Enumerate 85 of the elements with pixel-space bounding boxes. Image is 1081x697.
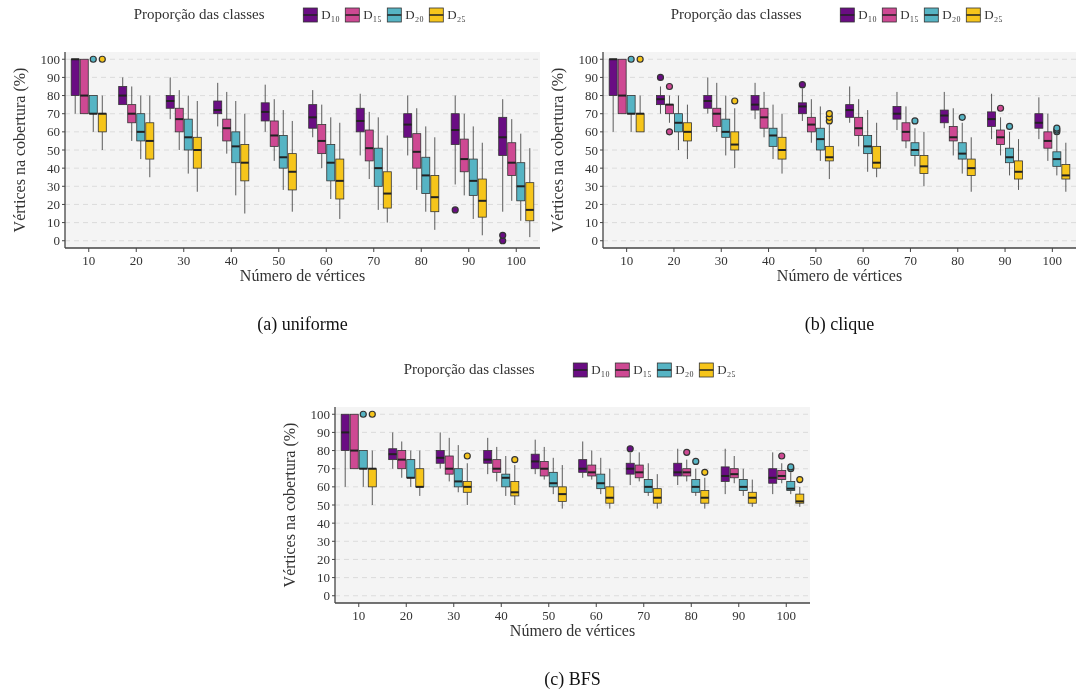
y-tick-label: 100	[578, 51, 598, 67]
y-tick-label: 100	[40, 51, 60, 67]
x-tick-label: 100	[1042, 253, 1063, 268]
y-tick-label: 90	[317, 424, 330, 440]
legend-label: D₂₀	[675, 362, 694, 377]
y-tick-label: 80	[47, 88, 60, 104]
text: (a) uniforme	[257, 314, 348, 335]
y-tick-label: 30	[317, 533, 330, 549]
legend-label: D₂₀	[405, 7, 424, 22]
y-tick-label: 50	[585, 142, 598, 158]
y-tick-label: 30	[47, 178, 60, 194]
x-tick-label: 90	[998, 253, 1012, 268]
x-tick-label: 20	[667, 253, 681, 268]
y-tick-label: 70	[317, 461, 330, 477]
legend-label: D₁₀	[591, 362, 610, 377]
y-tick-label: 50	[317, 497, 330, 513]
y-tick-label: 0	[53, 233, 60, 249]
y-axis-title: Vértices na cobertura (%)	[549, 67, 567, 233]
y-tick-label: 80	[317, 443, 330, 459]
legend-label: D₁₅	[900, 7, 919, 22]
y-tick-label: 70	[585, 106, 598, 122]
x-tick-label: 50	[542, 608, 556, 623]
x-tick-label: 40	[762, 253, 776, 268]
legend-title: Proporção das classes	[133, 6, 265, 22]
text: (c) BFS	[544, 669, 601, 690]
x-tick-label: 20	[129, 253, 143, 268]
x-tick-label: 30	[714, 253, 728, 268]
legend-label: D₁₀	[321, 7, 340, 22]
x-tick-label: 90	[732, 608, 746, 623]
x-tick-label: 100	[776, 608, 796, 623]
legend-label: D₂₅	[717, 362, 736, 377]
x-tick-label: 70	[367, 253, 381, 268]
y-tick-label: 60	[585, 124, 598, 140]
text: (b) clique	[804, 314, 875, 335]
x-tick-label: 50	[809, 253, 823, 268]
y-tick-label: 0	[323, 588, 330, 604]
y-tick-label: 80	[585, 88, 598, 104]
x-tick-label: 80	[414, 253, 428, 268]
x-tick-label: 90	[462, 253, 476, 268]
x-tick-label: 80	[951, 253, 965, 268]
y-tick-label: 100	[310, 406, 330, 422]
x-tick-label: 40	[224, 253, 238, 268]
y-tick-label: 10	[585, 215, 598, 231]
x-tick-label: 10	[620, 253, 634, 268]
y-tick-label: 90	[47, 69, 60, 85]
x-tick-label: 70	[637, 608, 651, 623]
x-tick-label: 50	[272, 253, 286, 268]
x-axis-title: Número de vértices	[239, 267, 366, 284]
x-tick-label: 60	[856, 253, 870, 268]
legend-label: D₁₅	[363, 7, 382, 22]
y-tick-label: 10	[317, 570, 330, 586]
x-tick-label: 20	[399, 608, 413, 623]
x-tick-label: 10	[82, 253, 96, 268]
y-tick-label: 50	[47, 142, 60, 158]
y-tick-label: 10	[47, 215, 60, 231]
y-axis-title: Vértices na cobertura (%)	[281, 422, 299, 588]
y-tick-label: 90	[585, 69, 598, 85]
y-tick-label: 30	[585, 178, 598, 194]
x-tick-label: 70	[903, 253, 917, 268]
x-tick-label: 40	[494, 608, 508, 623]
legend-label: D₂₅	[447, 7, 466, 22]
legend-label: D₁₅	[633, 362, 652, 377]
legend-label: D₂₀	[942, 7, 961, 22]
y-tick-label: 40	[47, 160, 60, 176]
y-tick-label: 20	[317, 551, 330, 567]
y-tick-label: 60	[317, 479, 330, 495]
legend-label: D₁₀	[858, 7, 877, 22]
y-tick-label: 70	[47, 106, 60, 122]
y-tick-label: 40	[585, 160, 598, 176]
legend-title: Proporção das classes	[670, 6, 802, 22]
y-tick-label: 20	[47, 196, 60, 212]
y-tick-label: 0	[591, 233, 598, 249]
x-tick-label: 30	[177, 253, 191, 268]
y-tick-label: 40	[317, 515, 330, 531]
x-tick-label: 80	[684, 608, 698, 623]
legend-label: D₂₅	[984, 7, 1003, 22]
legend-title: Proporção das classes	[403, 361, 535, 377]
x-tick-label: 30	[447, 608, 461, 623]
x-axis-title: Número de vértices	[509, 622, 636, 639]
y-tick-label: 60	[47, 124, 60, 140]
x-tick-label: 100	[506, 253, 526, 268]
y-axis-title: Vértices na cobertura (%)	[11, 67, 29, 233]
y-tick-label: 20	[585, 196, 598, 212]
x-tick-label: 10	[352, 608, 366, 623]
x-axis-title: Número de vértices	[776, 267, 903, 284]
